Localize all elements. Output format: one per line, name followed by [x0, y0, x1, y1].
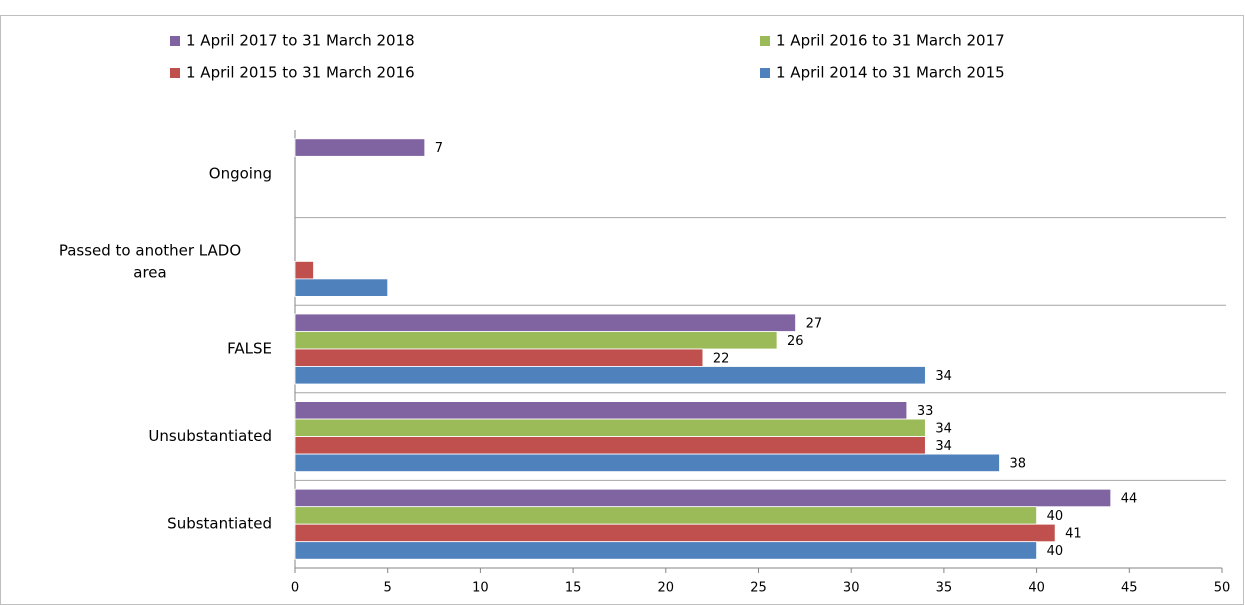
- y-tick-label: Ongoing: [209, 164, 272, 182]
- x-tick-label: 20: [658, 581, 675, 596]
- value-label: 34: [935, 439, 952, 454]
- bar: [294, 278, 389, 297]
- legend-swatch: [170, 68, 180, 78]
- value-label: 7: [435, 141, 443, 156]
- value-label: 40: [1047, 544, 1064, 559]
- y-tick-label: Substantiated: [167, 515, 272, 533]
- y-tick-label: FALSE: [227, 340, 272, 358]
- value-label: 41: [1065, 526, 1082, 541]
- x-tick-label: 40: [1028, 581, 1045, 596]
- y-tick-label: Unsubstantiated: [148, 427, 272, 445]
- x-tick-label: 15: [565, 581, 582, 596]
- bar: [294, 541, 1037, 560]
- legend-label: 1 April 2017 to 31 March 2018: [186, 32, 415, 50]
- legend-label: 1 April 2015 to 31 March 2016: [186, 64, 415, 82]
- x-tick-label: 10: [472, 581, 489, 596]
- bar: [294, 453, 1000, 473]
- bar: [294, 523, 1056, 543]
- legend-swatch: [760, 36, 770, 46]
- value-label: 26: [787, 334, 804, 349]
- bar: [294, 331, 778, 350]
- x-tick-label: 45: [1121, 581, 1138, 596]
- x-tick-label: 30: [843, 581, 860, 596]
- x-tick-label: 50: [1214, 581, 1231, 596]
- legend-swatch: [760, 68, 770, 78]
- bar: [294, 488, 1112, 508]
- x-tick-label: 35: [936, 581, 953, 596]
- bar: [294, 506, 1037, 525]
- value-label: 38: [1010, 456, 1027, 471]
- y-tick-label: Passed to another LADO area: [59, 241, 241, 281]
- bar: [294, 138, 426, 157]
- x-tick-label: 25: [750, 581, 767, 596]
- x-tick-label: 5: [384, 581, 392, 596]
- value-label: 34: [935, 421, 952, 436]
- bar: [294, 401, 908, 420]
- bar: [294, 366, 926, 385]
- x-tick-label: 0: [291, 581, 299, 596]
- legend-label: 1 April 2016 to 31 March 2017: [776, 32, 1005, 50]
- value-label: 44: [1121, 491, 1138, 506]
- bar: [294, 418, 926, 438]
- legend-label: 1 April 2014 to 31 March 2015: [776, 64, 1005, 82]
- legend-swatch: [170, 36, 180, 46]
- bar: [294, 436, 926, 455]
- value-label: 34: [935, 369, 952, 384]
- bar: [294, 260, 314, 280]
- value-label: 22: [713, 351, 730, 366]
- bar: [294, 348, 704, 367]
- value-label: 40: [1047, 509, 1064, 524]
- bar: [294, 313, 796, 332]
- value-label: 27: [806, 316, 823, 331]
- value-label: 33: [917, 404, 934, 419]
